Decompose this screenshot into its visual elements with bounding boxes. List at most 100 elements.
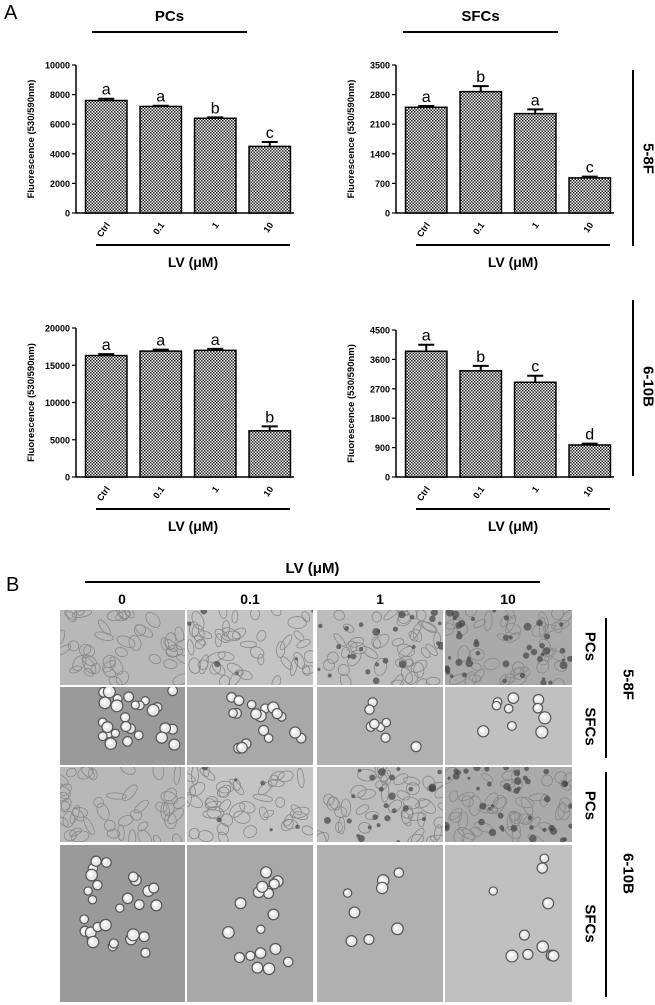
significance-letter: a	[531, 92, 540, 109]
row-line-5-8f	[632, 70, 634, 246]
col-label-10: 10	[500, 591, 516, 607]
panel-b-title-line	[85, 581, 540, 583]
b-line-6-10b	[605, 772, 607, 997]
micrograph	[317, 767, 443, 842]
y-tick-label: 1400	[370, 149, 390, 159]
y-tick-label: 10000	[45, 398, 70, 408]
x-tick-label: 0.1	[471, 484, 486, 500]
panel-b-title: LV (μM)	[285, 560, 340, 577]
y-tick-label: 3600	[370, 355, 390, 365]
bar	[248, 145, 292, 214]
x-axis-label: LV (μM)	[488, 518, 538, 534]
micrograph	[187, 767, 313, 842]
row-type-label-2: SFCs	[581, 707, 599, 746]
x-tick-label: 1	[530, 484, 541, 494]
header-sfcs-line	[403, 31, 558, 33]
row-line-6-10b	[632, 300, 634, 476]
panel-b-label: B	[6, 574, 20, 596]
micrograph	[445, 687, 572, 765]
row-type-label-1: PCs	[581, 631, 599, 662]
micrograph	[187, 687, 313, 765]
b-label-5-8f: 5-8F	[619, 669, 637, 700]
micrograph	[445, 610, 572, 685]
x-tick-label: 10	[581, 484, 595, 498]
y-axis-label: Fluorescence (530/590nm)	[26, 80, 37, 199]
row-type-label-4: SFCs	[581, 904, 599, 943]
significance-letter: a	[422, 328, 431, 345]
x-tick-label: 1	[210, 220, 221, 230]
y-tick-label: 15000	[45, 361, 70, 371]
x-tick-label: 0.1	[151, 484, 166, 500]
col-label-0: 0	[118, 591, 126, 607]
y-tick-label: 2800	[370, 90, 390, 100]
micrograph	[60, 687, 185, 765]
significance-letter: c	[531, 359, 539, 376]
significance-letter: d	[585, 427, 594, 444]
bar	[139, 350, 183, 478]
y-tick-label: 8000	[50, 90, 70, 100]
x-tick-label: Ctrl	[95, 484, 112, 502]
header-pcs-line	[92, 31, 247, 33]
y-tick-label: 0	[65, 473, 70, 483]
significance-letter: b	[211, 100, 220, 117]
x-axis-label: LV (μM)	[488, 254, 538, 270]
bar	[193, 117, 237, 214]
significance-letter: a	[211, 332, 220, 349]
micrograph	[60, 845, 185, 1002]
y-tick-label: 6000	[50, 120, 70, 130]
x-tick-label: 10	[261, 220, 275, 234]
bar	[84, 99, 128, 214]
x-tick-label: 1	[530, 220, 541, 230]
x-axis-label: LV (μM)	[168, 518, 218, 534]
significance-letter: c	[266, 125, 274, 142]
bar	[404, 106, 448, 214]
bar	[248, 430, 292, 478]
y-tick-label: 0	[385, 209, 390, 219]
x-tick-label: Ctrl	[95, 220, 112, 238]
micrograph	[317, 845, 443, 1002]
y-axis-label: Fluorescence (530/590nm)	[346, 80, 357, 199]
x-axis-label: LV (μM)	[168, 254, 218, 270]
micrograph	[60, 767, 185, 842]
x-tick-label: Ctrl	[415, 220, 432, 238]
x-tick-label: 0.1	[471, 220, 486, 236]
y-tick-label: 5000	[50, 435, 70, 445]
x-tick-label: 0.1	[151, 220, 166, 236]
micrograph	[317, 687, 443, 765]
y-tick-label: 0	[385, 473, 390, 483]
x-tick-label: 10	[261, 484, 275, 498]
y-tick-label: 900	[375, 443, 390, 453]
y-tick-label: 2100	[370, 120, 390, 130]
header-sfcs: SFCs	[461, 8, 500, 25]
x-tick-label: 1	[210, 484, 221, 494]
bar	[568, 177, 612, 214]
y-tick-label: 10000	[45, 61, 70, 71]
micrograph	[60, 610, 185, 685]
x-tick-label: Ctrl	[415, 484, 432, 502]
bar	[459, 370, 503, 478]
bar	[84, 354, 128, 478]
header-pcs: PCs	[154, 8, 185, 25]
panel-a-label: A	[4, 2, 18, 24]
bar	[404, 350, 448, 478]
micrograph	[445, 767, 572, 842]
bar	[193, 349, 237, 478]
bar	[513, 381, 557, 478]
bar	[568, 444, 612, 478]
bar	[139, 105, 183, 214]
significance-letter: b	[476, 349, 485, 366]
significance-letter: a	[156, 89, 165, 106]
bar	[459, 90, 503, 214]
micrograph	[187, 610, 313, 685]
micrograph	[187, 845, 313, 1002]
significance-letter: b	[476, 69, 485, 86]
y-tick-label: 0	[65, 209, 70, 219]
y-axis-label: Fluorescence (530/590nm)	[26, 343, 37, 462]
x-tick-label: 10	[581, 220, 595, 234]
col-label-1: 1	[376, 591, 384, 607]
y-axis-label: Fluorescence (530/590nm)	[346, 344, 357, 463]
significance-letter: c	[586, 160, 594, 177]
row-type-label-3: PCs	[581, 790, 599, 821]
